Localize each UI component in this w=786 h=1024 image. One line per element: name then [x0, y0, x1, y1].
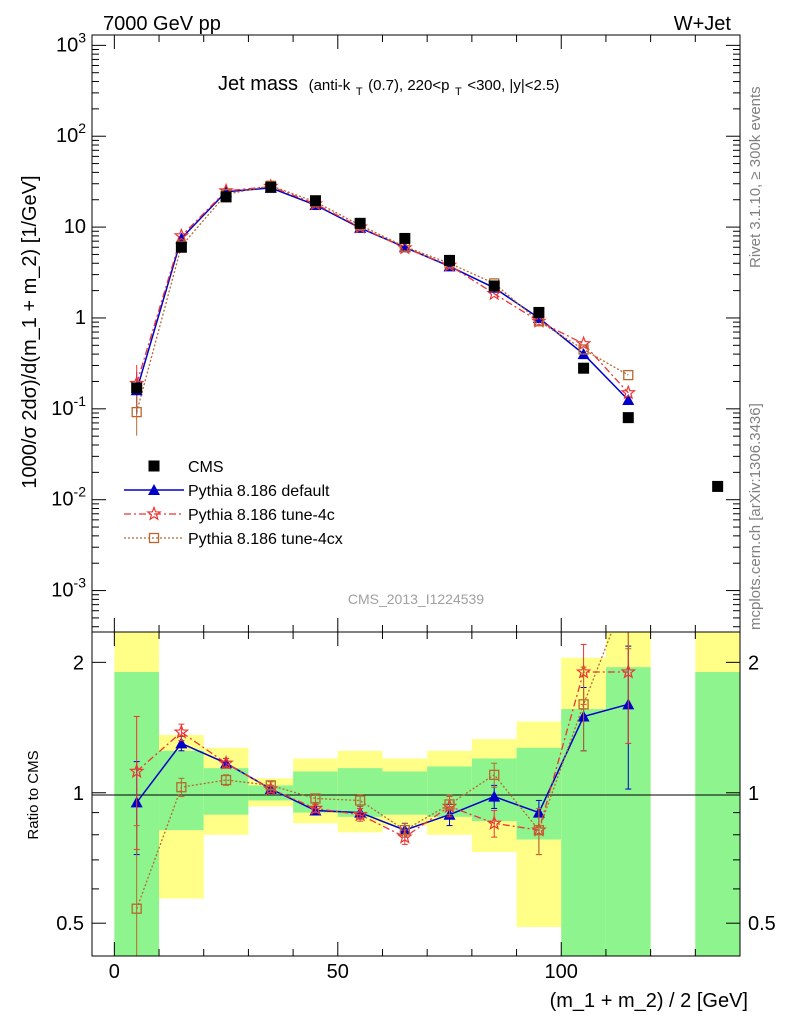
default-point	[148, 484, 160, 495]
tune4cx-point	[578, 344, 589, 355]
cms-point	[175, 241, 187, 253]
x-tick-label: 50	[327, 961, 349, 983]
main-series-line	[135, 187, 629, 401]
legend-label: CMS	[188, 459, 224, 476]
ratio-panel: 0.5 0.5 1 1 2 2 0 50 100 Ratio to CMS (m_1 + m_2…	[25, 585, 776, 1012]
cms-point	[622, 412, 634, 424]
header-left-title: 7000 GeV pp	[103, 13, 221, 35]
tune4c-point	[486, 285, 503, 301]
tune4cx-point	[489, 769, 500, 780]
tune4c-point	[575, 335, 592, 351]
ratio-band-green	[382, 771, 428, 815]
tune4cx-point	[131, 406, 142, 418]
ratio-y-tick-label: 0.5	[56, 913, 84, 935]
tune4cx-point	[354, 795, 366, 806]
cms-point	[712, 480, 724, 492]
x-tick-label: 100	[545, 961, 578, 983]
main-y-tick-label: 10-2	[51, 484, 86, 511]
legend-label: Pythia 8.186 tune-4cx	[188, 531, 343, 548]
tune4c-point	[128, 763, 145, 779]
tune4c-point	[307, 800, 324, 816]
tune4cx-point	[310, 793, 321, 804]
tune4cx-point	[624, 585, 633, 594]
cms-point	[309, 195, 321, 207]
plot-title: Jet mass (anti-k T (0.7), 220<p T <300, …	[218, 73, 559, 100]
cms-point	[444, 254, 456, 266]
default-point	[622, 394, 635, 406]
tune4cx-point	[444, 799, 455, 810]
main-y-tick-label: 10	[64, 216, 86, 238]
main-y-tick-label: 10-3	[51, 575, 86, 602]
main-y-tick-label: 102	[56, 120, 86, 147]
tune4cx-point	[265, 780, 276, 791]
x-tick-label: 0	[109, 961, 120, 983]
tune4c-point	[620, 384, 637, 400]
ratio-y-tick-label: 2	[73, 652, 84, 674]
main-y-tick-label: 10-1	[51, 393, 86, 420]
tune4cx-point	[399, 824, 410, 836]
cms-point	[265, 181, 277, 193]
tune4cx-point	[623, 369, 634, 381]
cms-point	[578, 362, 590, 374]
default-point	[488, 790, 501, 802]
title-sub-2: T	[455, 86, 462, 98]
title-end: <300, |y|<2.5)	[467, 77, 559, 94]
main-y-axis-label: 1000/σ 2dσ)/d(m_1 + m_2) [1/GeV]	[19, 175, 41, 488]
ratio-y-tick-label-right: 2	[748, 652, 759, 674]
main-y-tick-label: 103	[56, 29, 86, 56]
cms-point	[399, 232, 411, 244]
main-y-tick-label: 1	[75, 307, 86, 329]
tune4cx-point	[148, 532, 160, 544]
tune4cx-point	[533, 824, 545, 836]
title-sub-1: T	[356, 86, 363, 98]
tune4c-point	[486, 815, 503, 830]
ratio-clipped-marks	[128, 585, 637, 956]
tune4cx-point	[176, 782, 187, 793]
tune4c-point	[620, 663, 637, 679]
ratio-y-axis-label: Ratio to CMS	[25, 750, 42, 839]
x-axis-label: (m_1 + m_2) / 2 [GeV]	[550, 990, 748, 1012]
tune4c-point	[146, 505, 162, 521]
cms-point	[354, 217, 366, 229]
ratio-series-line	[136, 703, 629, 831]
cms-point	[131, 382, 143, 394]
tune4cx-point	[220, 774, 232, 786]
title-mid: (0.7), 220<p	[368, 77, 449, 94]
ratio-series-line	[136, 671, 629, 838]
tune4c-point	[218, 755, 234, 770]
tune4cx-point	[131, 903, 142, 914]
tune4c-point	[352, 806, 368, 822]
rivet-version-label: Rivet 3.1.10, ≥ 300k events	[747, 86, 764, 268]
title-main: Jet mass	[218, 73, 298, 95]
cms-point	[488, 280, 500, 292]
default-point	[175, 737, 188, 749]
analysis-watermark: CMS_2013_I1224539	[348, 591, 484, 607]
legend-label: Pythia 8.186 tune-4c	[188, 507, 335, 524]
ratio-band-green	[695, 671, 740, 956]
ratio-y-tick-label-right: 1	[748, 783, 759, 805]
tune4cx-point	[578, 699, 589, 710]
cms-point	[148, 460, 160, 472]
tune4c-point	[173, 723, 190, 739]
title-suffix: (anti-k	[309, 77, 351, 94]
header-right-title: W+Jet	[674, 13, 732, 35]
main-series-line	[136, 185, 629, 394]
cms-point	[220, 191, 232, 203]
main-series-line	[136, 185, 629, 413]
tune4c-point	[173, 227, 190, 243]
ratio-y-tick-label-right: 0.5	[748, 913, 776, 935]
ratio-frame	[91, 631, 741, 957]
legend: CMS Pythia 8.186 default Pythia 8.186 tune…	[124, 459, 343, 548]
mcplots-label: mcplots.cern.ch [arXiv:1306.3436]	[747, 403, 764, 630]
ratio-y-tick-label: 1	[73, 783, 84, 805]
legend-label: Pythia 8.186 default	[188, 483, 330, 500]
ratio-series-line	[136, 632, 613, 909]
cms-point	[533, 306, 545, 318]
